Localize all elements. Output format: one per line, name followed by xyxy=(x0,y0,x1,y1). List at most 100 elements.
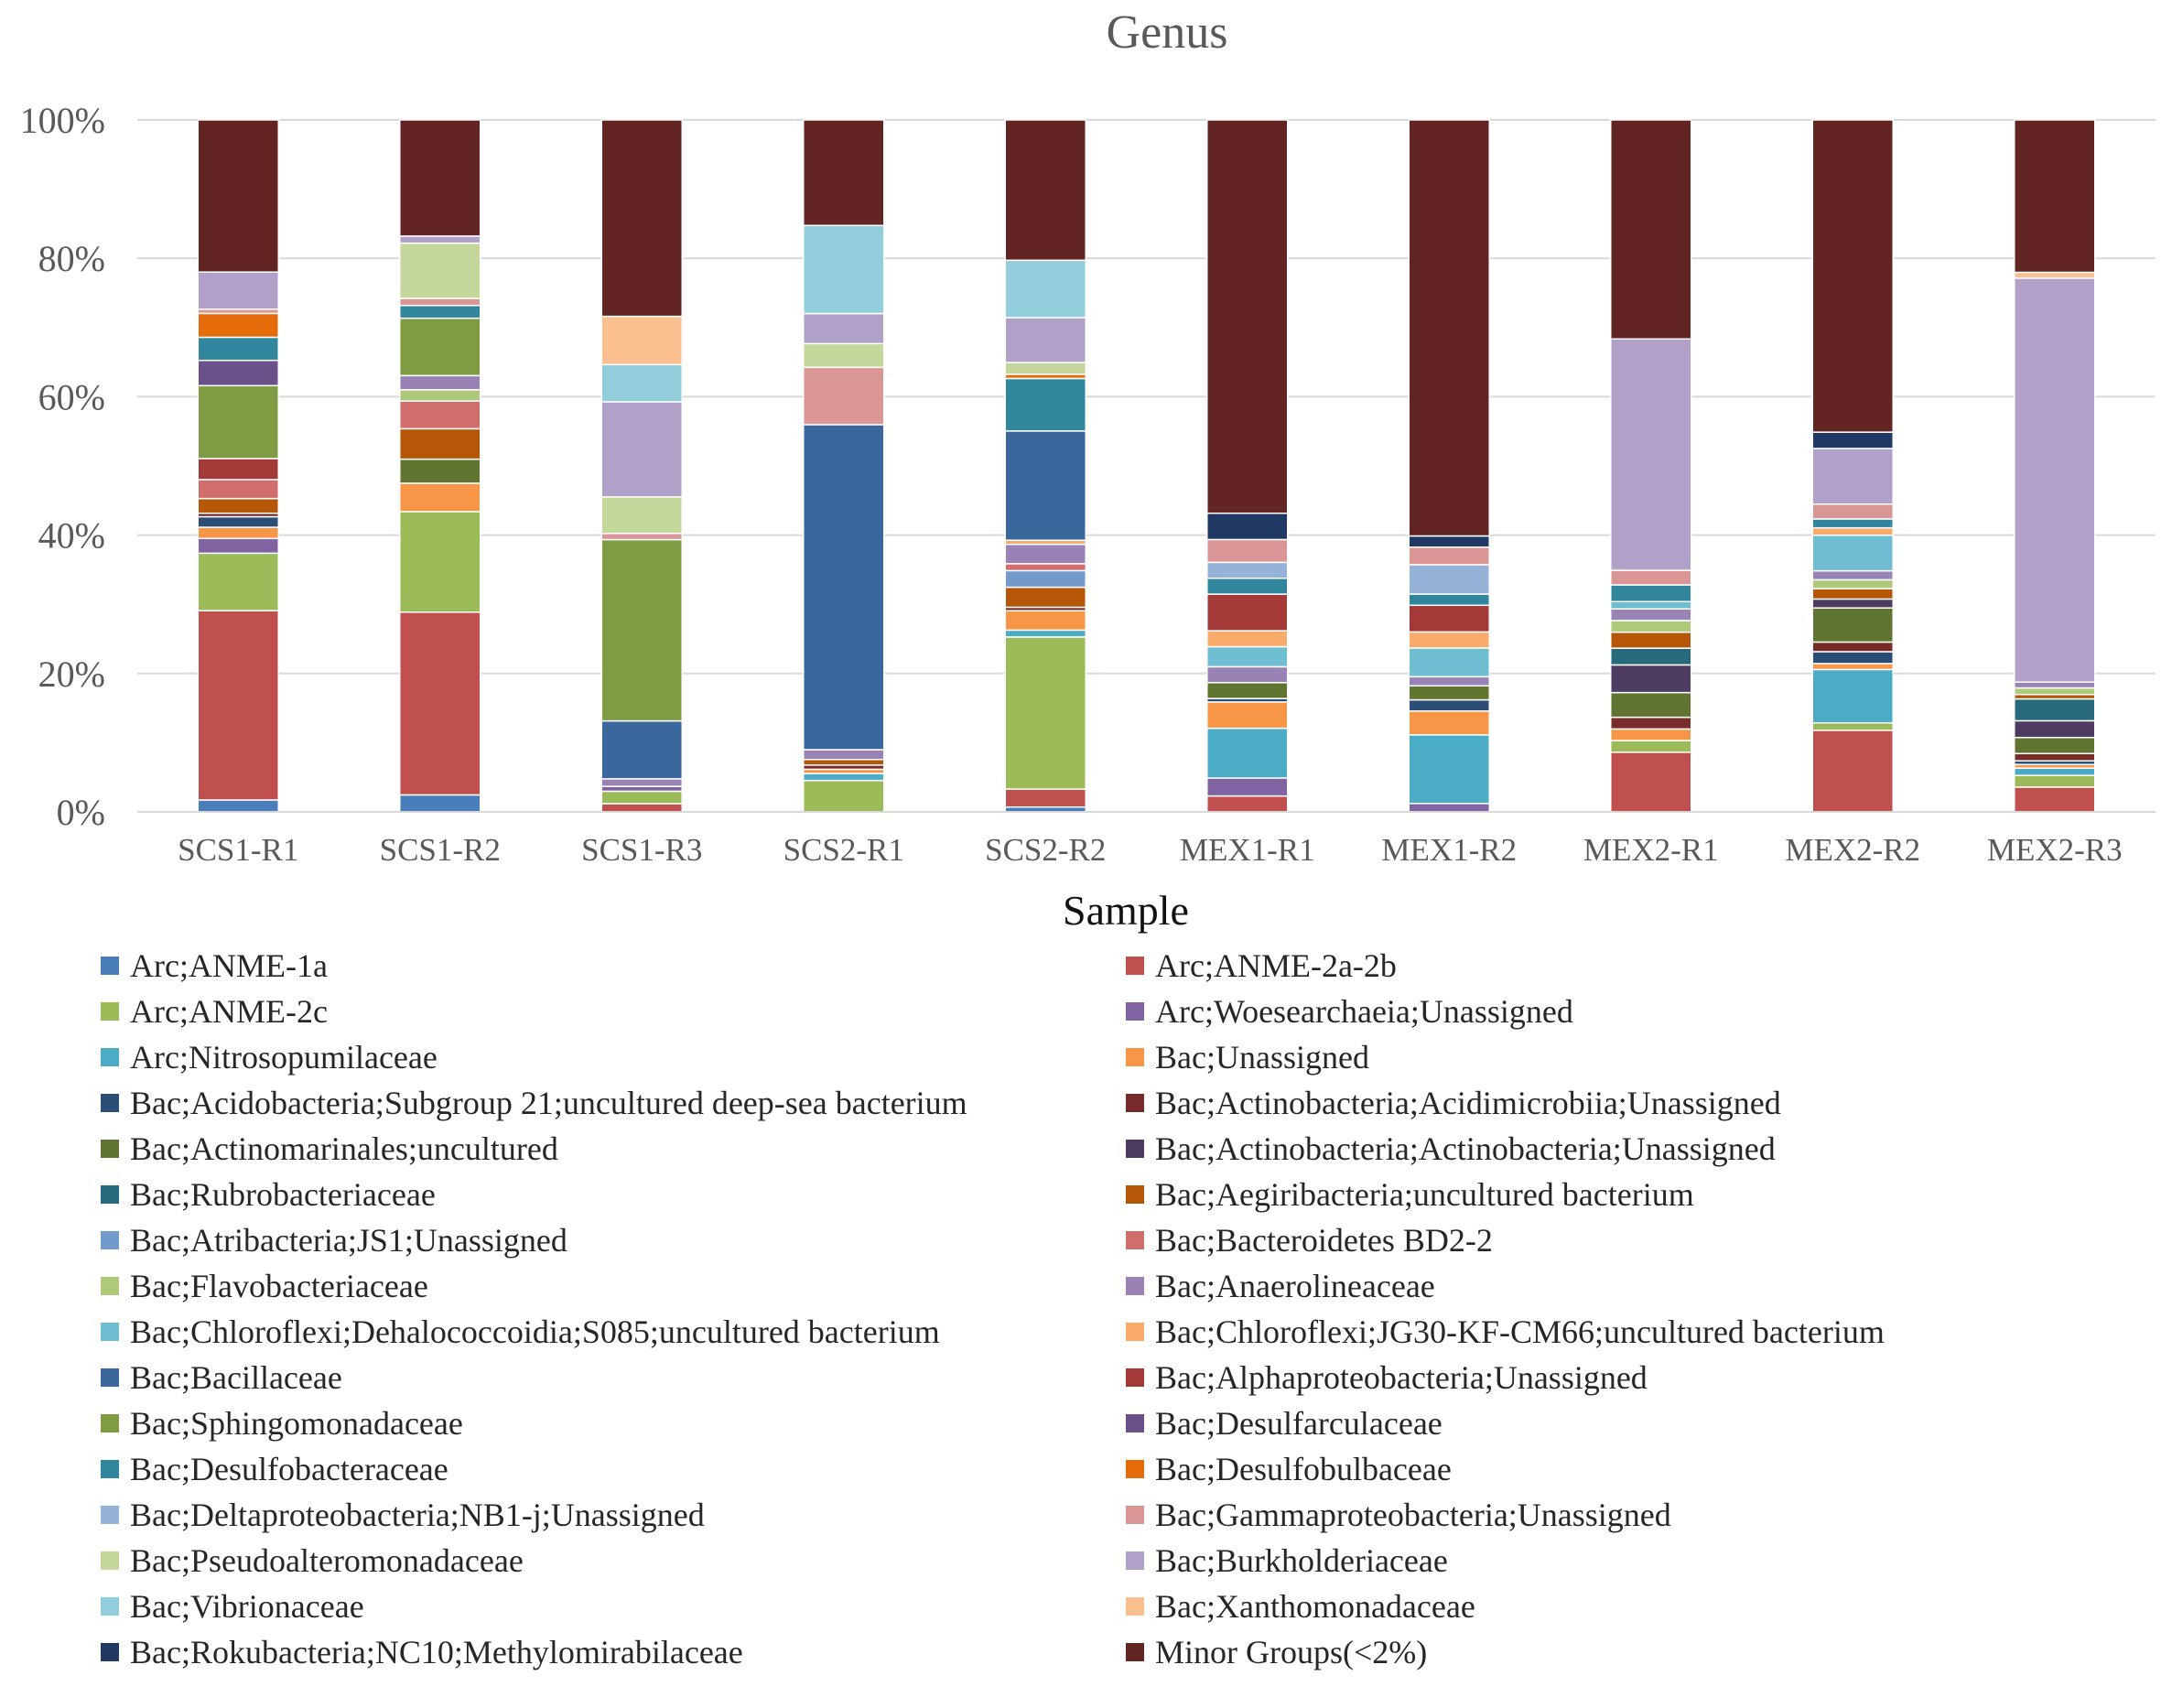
bar-segment xyxy=(1811,526,1894,536)
legend-swatch xyxy=(1126,1140,1144,1158)
bar-segment xyxy=(803,749,885,761)
chart-title: Genus xyxy=(1107,6,1228,59)
y-tick-label: 20% xyxy=(38,654,105,695)
legend-swatch xyxy=(101,1597,119,1616)
bar-stack-mex1-r1 xyxy=(1206,119,1289,813)
bar-segment xyxy=(1610,631,1692,649)
legend-row: Bac;Acidobacteria;Subgroup 21;uncultured… xyxy=(101,1080,2151,1126)
bar-segment xyxy=(1206,777,1289,797)
bar-segment xyxy=(399,427,481,460)
bar-segment xyxy=(600,785,683,793)
legend-swatch xyxy=(101,1414,119,1432)
bar-segment xyxy=(1206,512,1289,541)
legend-item: Bac;Desulfarculaceae xyxy=(1126,1404,2151,1443)
bar-segment xyxy=(1811,535,1894,572)
legend-label: Bac;Burkholderiaceae xyxy=(1155,1542,1448,1579)
legend-item: Bac;Rubrobacteriaceae xyxy=(101,1175,1126,1214)
legend-swatch xyxy=(1126,957,1144,975)
bar-stack-scs1-r2 xyxy=(399,119,481,813)
legend-item: Bac;Bacteroidetes BD2-2 xyxy=(1126,1221,2151,1259)
legend-item: Bac;Burkholderiaceae xyxy=(1126,1541,2151,1580)
bar-segment xyxy=(1408,803,1490,813)
legend-item: Bac;Vibrionaceae xyxy=(101,1587,1126,1626)
legend-label: Bac;Acidobacteria;Subgroup 21;uncultured… xyxy=(130,1085,967,1121)
legend-swatch xyxy=(1126,1277,1144,1295)
bar-segment xyxy=(1004,543,1086,565)
bar-segment xyxy=(1206,119,1289,514)
legend-swatch xyxy=(101,1551,119,1570)
y-axis-ticks: 0% 20% 40% 60% 80% 100% xyxy=(20,100,105,833)
bar-segment xyxy=(803,773,885,782)
bar-segment xyxy=(197,312,279,339)
legend-label: Arc;ANME-2a-2b xyxy=(1155,947,1397,984)
bar-stack-mex2-r3 xyxy=(2014,119,2096,813)
bar-segment xyxy=(1811,503,1894,520)
legend-row: Arc;ANME-1a Arc;ANME-2a-2b xyxy=(101,943,2151,989)
bar-segment xyxy=(1610,647,1692,666)
x-tick-label: MEX2-R3 xyxy=(1987,832,2123,868)
bar-segment xyxy=(600,533,683,541)
x-tick-label: MEX1-R2 xyxy=(1381,832,1517,868)
bar-segment xyxy=(803,424,885,751)
legend-row: Bac;Rokubacteria;NC10;Methylomirabilacea… xyxy=(101,1629,2151,1675)
bar-segment xyxy=(1206,538,1289,564)
bar-segment xyxy=(197,458,279,481)
legend-label: Bac;Sphingomonadaceae xyxy=(130,1405,463,1442)
bar-segment xyxy=(1206,665,1289,684)
bar-segment xyxy=(197,515,279,528)
bar-segment xyxy=(399,374,481,391)
x-tick-label: SCS1-R2 xyxy=(380,832,501,868)
bar-segment xyxy=(399,235,481,244)
legend-item: Bac;Chloroflexi;Dehalococcoidia;S085;unc… xyxy=(101,1313,1126,1351)
legend-row: Bac;Atribacteria;JS1;Unassigned Bac;Bacte… xyxy=(101,1217,2151,1263)
bar-segment xyxy=(399,400,481,430)
legend-row: Bac;Desulfobacteraceae Bac;Desulfobulbace… xyxy=(101,1446,2151,1492)
bar-segment xyxy=(600,363,683,403)
bar-segment xyxy=(1408,685,1490,701)
bar-segment xyxy=(1206,577,1289,595)
bar-segment xyxy=(1004,788,1086,808)
bar-segment xyxy=(1610,751,1692,813)
bar-segment xyxy=(399,458,481,484)
bar-segment xyxy=(1610,608,1692,622)
legend-label: Bac;Desulfarculaceae xyxy=(1155,1405,1442,1442)
x-tick-label: MEX2-R2 xyxy=(1785,832,1920,868)
legend-swatch xyxy=(1126,1643,1144,1661)
bar-stacks xyxy=(197,119,2096,813)
bar-segment xyxy=(1408,593,1490,607)
bar-segment xyxy=(197,119,279,273)
bar-segment xyxy=(1206,727,1289,779)
legend-row: Bac;Vibrionaceae Bac;Xanthomonadaceae xyxy=(101,1584,2151,1629)
bar-segment xyxy=(1004,569,1086,589)
legend-swatch xyxy=(1126,1185,1144,1204)
bar-segment xyxy=(1811,569,1894,581)
bar-segment xyxy=(1811,663,1894,671)
bar-segment xyxy=(1811,598,1894,609)
bar-stack-mex1-r2 xyxy=(1408,119,1490,813)
bar-stack-scs2-r2 xyxy=(1004,119,1086,813)
bar-segment xyxy=(1004,259,1086,319)
bar-segment xyxy=(1206,795,1289,813)
bar-segment xyxy=(1004,119,1086,262)
legend-row: Bac;Flavobacteriaceae Bac;Anaerolineaceae xyxy=(101,1263,2151,1309)
legend-swatch xyxy=(101,1643,119,1661)
bar-segment xyxy=(1610,600,1692,610)
bar-segment xyxy=(1610,691,1692,719)
bar-segment xyxy=(399,794,481,813)
bar-segment xyxy=(399,317,481,377)
legend-item: Arc;ANME-2c xyxy=(101,992,1126,1031)
legend-label: Arc;Woesearchaeia;Unassigned xyxy=(1155,993,1573,1030)
legend-item: Bac;Aegiribacteria;uncultured bacterium xyxy=(1126,1175,2151,1214)
bar-segment xyxy=(600,719,683,780)
y-tick-label: 60% xyxy=(38,376,105,417)
bar-segment xyxy=(600,315,683,366)
bar-segment xyxy=(803,224,885,315)
legend-swatch xyxy=(101,1185,119,1204)
legend-label: Bac;Bacillaceae xyxy=(130,1359,342,1396)
bar-segment xyxy=(1811,431,1894,449)
legend-label: Minor Groups(<2%) xyxy=(1155,1634,1428,1670)
bar-segment xyxy=(2014,774,2096,788)
bar-segment xyxy=(2014,736,2096,755)
legend-item: Bac;Xanthomonadaceae xyxy=(1126,1587,2151,1626)
legend-item: Bac;Unassigned xyxy=(1126,1038,2151,1076)
